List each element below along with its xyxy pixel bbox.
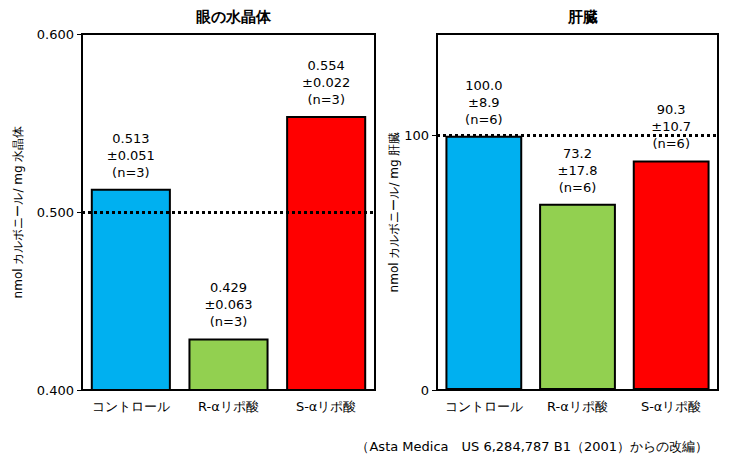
svg-text:0.400: 0.400 [37,383,74,398]
svg-text:(n=3): (n=3) [307,92,345,107]
svg-text:0.513: 0.513 [112,131,149,146]
svg-text:0.600: 0.600 [37,27,74,42]
svg-text:±8.9: ±8.9 [468,95,500,110]
svg-text:nmol カルボニール/ mg 水晶体: nmol カルボニール/ mg 水晶体 [11,126,25,299]
svg-text:±0.022: ±0.022 [302,75,350,90]
svg-text:肝臓: 肝臓 [567,8,598,26]
svg-text:S-αリポ酸: S-αリポ酸 [641,399,702,414]
svg-text:（Asta Medica US 6,284,787 B1（2: （Asta Medica US 6,284,787 B1（2001）からの改編） [356,439,708,454]
svg-text:±0.051: ±0.051 [107,148,155,163]
svg-text:R-αリポ酸: R-αリポ酸 [547,399,608,414]
svg-text:R-αリポ酸: R-αリポ酸 [198,399,259,414]
svg-text:0.429: 0.429 [210,280,247,295]
svg-text:nmol カルボニール/ mg 肝臓: nmol カルボニール/ mg 肝臓 [387,132,401,293]
svg-text:(n=6): (n=6) [559,180,597,195]
svg-text:0: 0 [421,383,429,398]
svg-text:0.554: 0.554 [308,58,345,73]
svg-text:(n=3): (n=3) [210,314,248,329]
svg-text:(n=6): (n=6) [465,112,503,127]
svg-text:90.3: 90.3 [657,102,686,117]
svg-text:(n=3): (n=3) [112,165,150,180]
svg-text:コントロール: コントロール [92,399,170,414]
svg-text:眼の水晶体: 眼の水晶体 [196,8,272,26]
svg-text:100.0: 100.0 [465,78,502,93]
svg-text:S-αリポ酸: S-αリポ酸 [296,399,357,414]
svg-text:±10.7: ±10.7 [651,119,691,134]
svg-text:(n=6): (n=6) [652,136,690,151]
svg-text:±0.063: ±0.063 [204,297,252,312]
svg-text:73.2: 73.2 [563,146,592,161]
svg-text:コントロール: コントロール [445,399,523,414]
svg-text:0.500: 0.500 [37,205,74,220]
svg-text:±17.8: ±17.8 [558,163,598,178]
svg-text:100: 100 [404,128,429,143]
